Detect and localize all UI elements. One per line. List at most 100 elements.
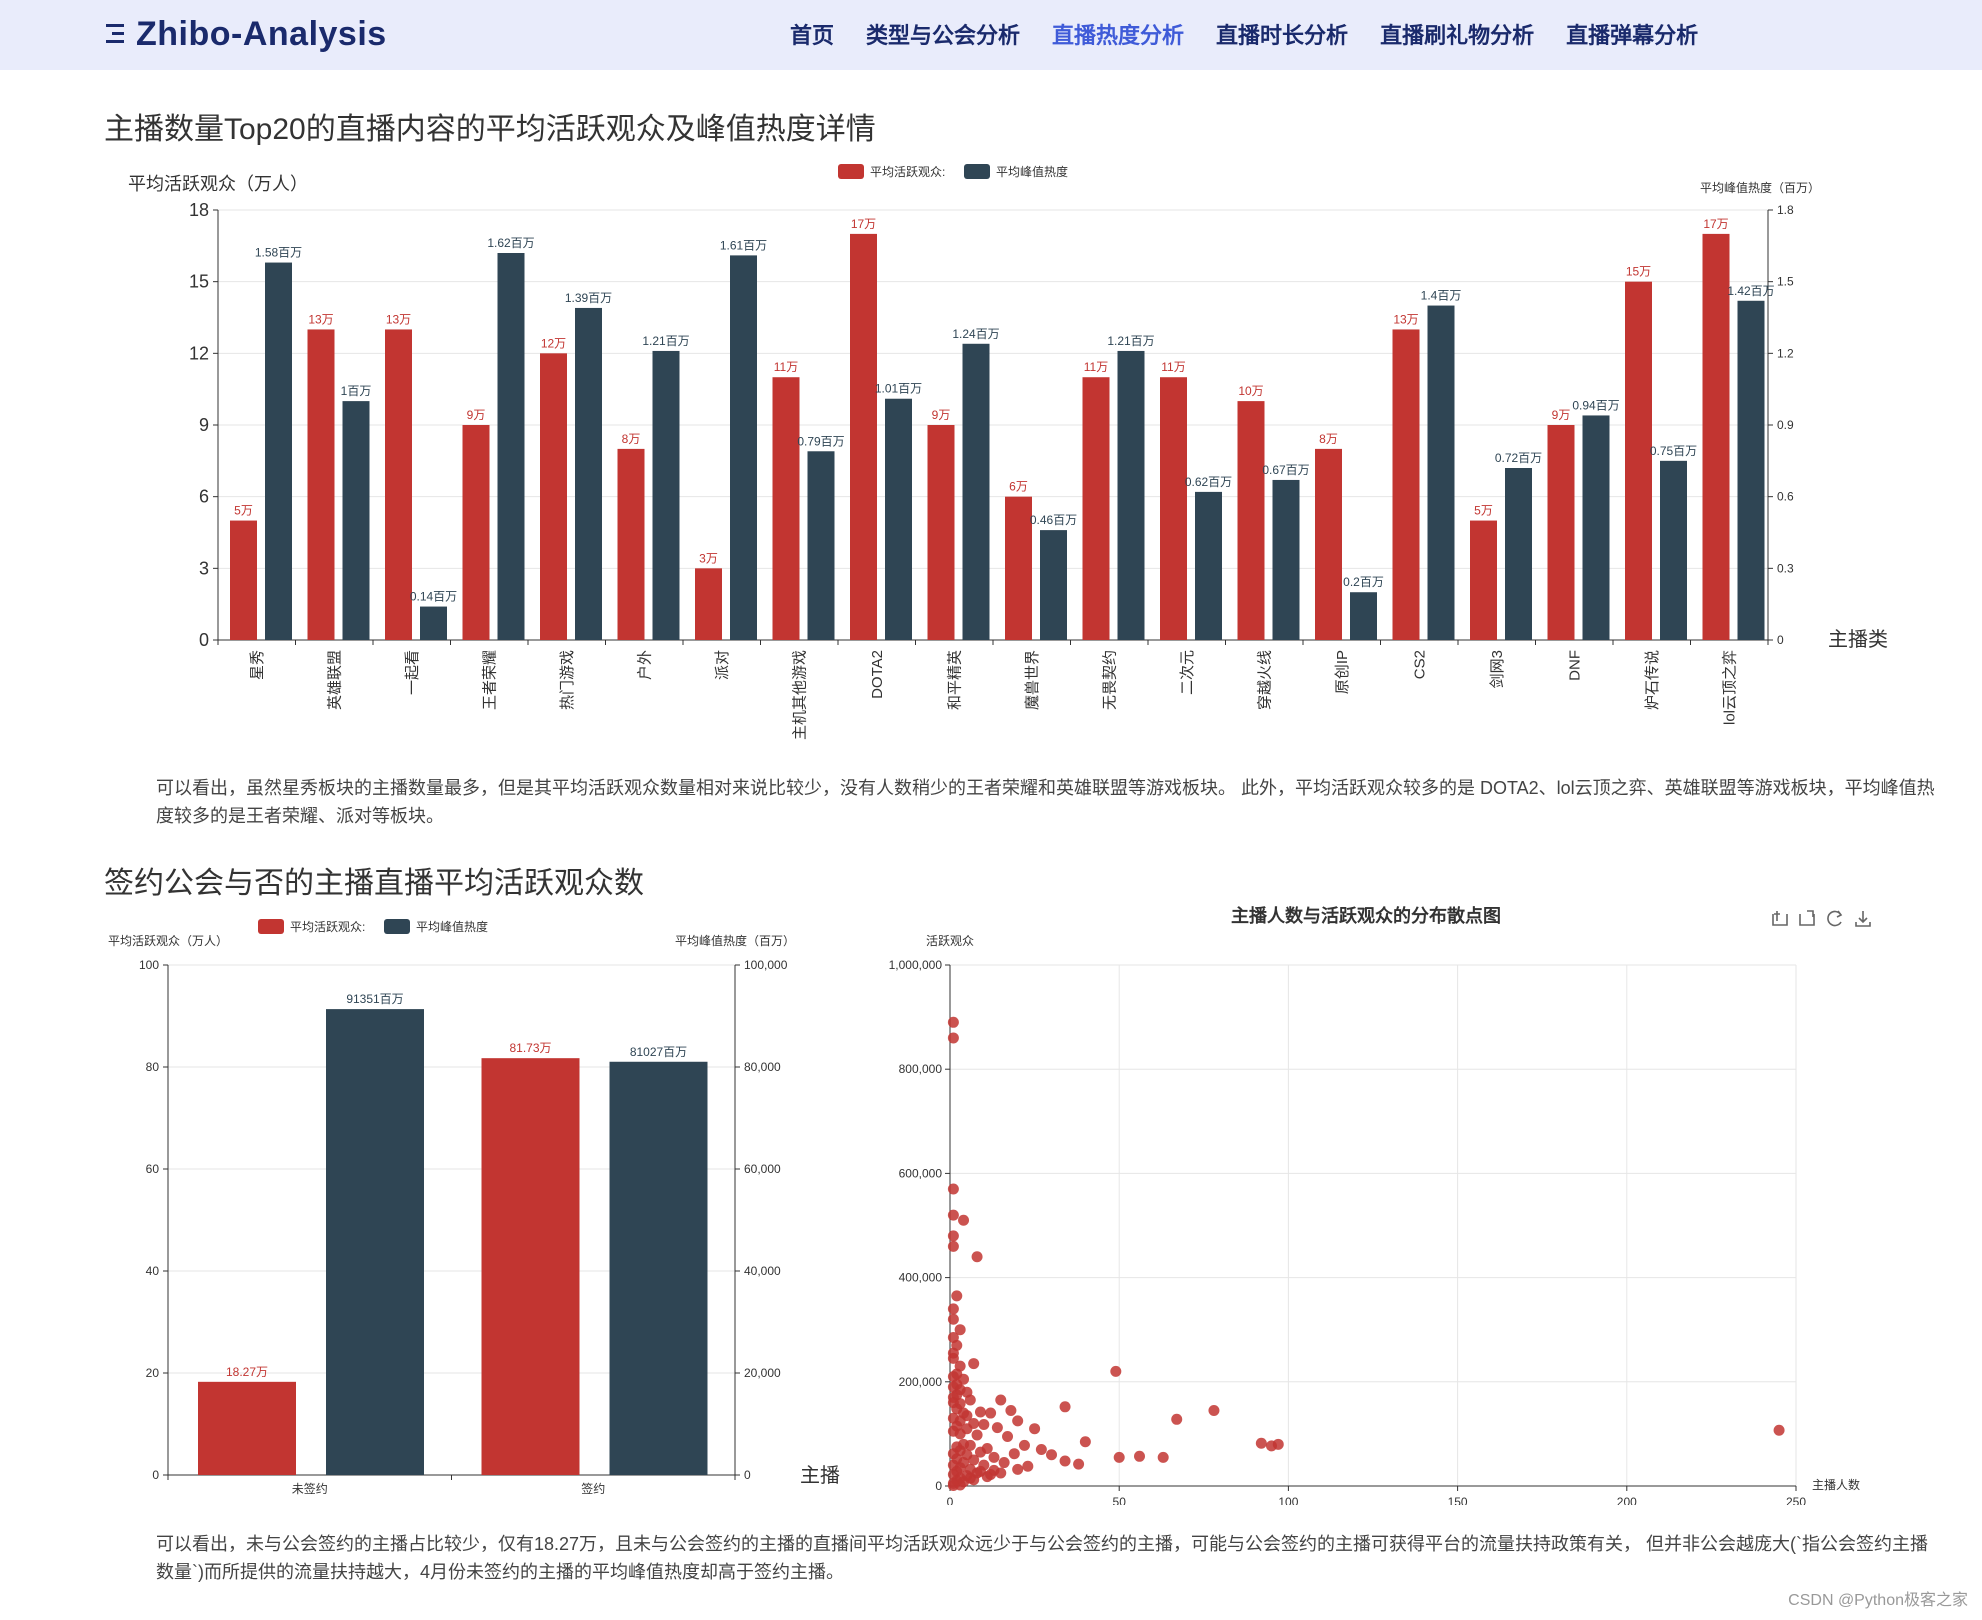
nav-item-danmaku[interactable]: 直播弹幕分析: [1566, 23, 1699, 48]
x-category-label: 无畏契约: [1101, 650, 1118, 710]
x-axis-title: 主播类: [1828, 628, 1888, 651]
y-left-tick-label: 0: [152, 1468, 159, 1482]
scatter-point: [1059, 1455, 1071, 1467]
bar-viewers: [198, 1381, 296, 1475]
data-label-heat: 1.58百万: [255, 246, 302, 260]
bar-viewers: [927, 425, 955, 640]
data-label-heat: 0.75百万: [1650, 444, 1697, 458]
scatter-point: [1113, 1451, 1125, 1463]
section1-paragraph: 可以看出，虽然星秀板块的主播数量最多，但是其平均活跃观众数量相对来说比较少，没有…: [156, 778, 1935, 826]
data-label-viewers: 11万: [1161, 360, 1185, 374]
y-left-tick-label: 20: [146, 1366, 160, 1380]
data-label-viewers: 12万: [541, 336, 566, 350]
menu-lines-icon: [106, 24, 124, 43]
scatter-point: [1265, 1440, 1277, 1452]
bar-heat: [1582, 415, 1610, 640]
y-right-tick-label: 80,000: [744, 1060, 781, 1074]
scatter-point: [947, 1016, 959, 1028]
data-label-heat: 0.62百万: [1185, 475, 1232, 489]
bar-viewers: [1315, 448, 1342, 640]
bar-heat: [342, 401, 370, 640]
scatter-point: [985, 1469, 997, 1481]
scatter-point: [974, 1465, 986, 1477]
data-label-viewers: 17万: [851, 217, 876, 231]
data-label-heat: 0.14百万: [410, 590, 457, 604]
bar-heat: [1660, 460, 1687, 640]
x-category-label: 派对: [714, 650, 731, 680]
y-left-tick-label: 40: [146, 1264, 160, 1278]
download-icon[interactable]: [1855, 911, 1871, 927]
x-axis-title: 主播: [800, 1464, 840, 1487]
x-category-label: 户外: [636, 650, 653, 680]
data-label-viewers: 6万: [1009, 480, 1028, 494]
x-category-label: 剑网3: [1489, 650, 1506, 688]
legend-swatch-viewers: [838, 164, 864, 179]
legend-swatch-heat: [384, 919, 410, 934]
data-label-viewers: 5万: [234, 504, 253, 518]
bar-viewers: [481, 1058, 580, 1475]
x-category-label: 星秀: [249, 650, 266, 680]
data-label-viewers: 15万: [1626, 265, 1651, 279]
section1-title: 主播数量Top20的直播内容的平均活跃观众及峰值热度详情: [104, 113, 876, 146]
zoom-reset-icon[interactable]: [1799, 910, 1815, 926]
data-label-viewers: 13万: [308, 312, 333, 326]
bar-viewers: [540, 353, 567, 640]
zoom-icon[interactable]: [1772, 911, 1788, 926]
y-tick-label: 400,000: [899, 1271, 943, 1285]
y-left-tick-label: 18: [189, 200, 209, 220]
bar-heat: [807, 451, 835, 640]
bar-heat: [962, 343, 990, 640]
scatter-point: [988, 1451, 1000, 1463]
scatter-point: [985, 1407, 997, 1419]
data-label-heat: 1.21百万: [642, 334, 689, 348]
bar-viewers: [307, 329, 335, 640]
scatter-point: [1171, 1413, 1183, 1425]
scatter-point: [947, 1209, 959, 1221]
bar-heat: [1195, 491, 1222, 640]
bar-viewers: [1005, 496, 1032, 640]
y-left-tick-label: 6: [199, 487, 209, 507]
data-label-viewers: 18.27万: [226, 1365, 268, 1379]
data-label-viewers: 5万: [1474, 504, 1493, 518]
y-right-tick-label: 1.8: [1777, 203, 1794, 217]
nav-item-type-guild[interactable]: 类型与公会分析: [866, 23, 1021, 48]
nav-item-gifts[interactable]: 直播刷礼物分析: [1380, 23, 1535, 48]
nav-item-home[interactable]: 首页: [790, 23, 835, 48]
bar-heat: [1350, 592, 1377, 640]
y-right-tick-label: 1.2: [1777, 346, 1794, 360]
scatter-point: [1018, 1439, 1030, 1451]
y-tick-label: 800,000: [899, 1062, 943, 1076]
data-label-viewers: 10万: [1238, 384, 1263, 398]
legend-label-heat: 平均峰值热度: [996, 164, 1068, 179]
x-tick-label: 250: [1786, 1495, 1806, 1505]
brand[interactable]: Zhibo-Analysis: [106, 14, 387, 54]
nav-item-popularity[interactable]: 直播热度分析: [1052, 23, 1185, 48]
x-category-label: 未签约: [292, 1481, 328, 1496]
bar-heat: [497, 253, 525, 640]
data-label-heat: 0.46百万: [1030, 513, 1077, 527]
data-label-viewers: 17万: [1703, 217, 1728, 231]
scatter-point: [995, 1394, 1007, 1406]
x-axis-title: 主播人数: [1812, 1477, 1860, 1492]
y-left-axis-title: 平均活跃观众（万人）: [108, 934, 228, 948]
data-label-viewers: 9万: [467, 408, 486, 422]
scatter-point: [974, 1446, 986, 1458]
scatter-point: [947, 1479, 959, 1491]
scatter-point: [964, 1472, 976, 1484]
data-label-heat: 1.61百万: [720, 238, 767, 252]
bar-heat: [885, 398, 912, 640]
bar-heat: [420, 606, 447, 640]
bar-viewers: [1392, 329, 1420, 640]
nav-item-duration[interactable]: 直播时长分析: [1216, 23, 1349, 48]
x-category-label: 炉石传说: [1644, 650, 1661, 710]
scatter-point: [964, 1439, 976, 1451]
section2-paragraph: 可以看出，未与公会签约的主播占比较少，仅有18.27万，且未与公会签约的主播的直…: [156, 1534, 1929, 1582]
bar-heat: [730, 255, 757, 640]
bar-heat: [1427, 305, 1455, 640]
restore-icon[interactable]: [1827, 910, 1843, 927]
data-label-viewers: 8万: [1319, 432, 1338, 446]
bar-heat: [1505, 468, 1532, 640]
y-axis-title: 活跃观众: [926, 934, 974, 948]
scatter-point: [1012, 1463, 1024, 1475]
data-label-viewers: 11万: [1084, 360, 1108, 374]
